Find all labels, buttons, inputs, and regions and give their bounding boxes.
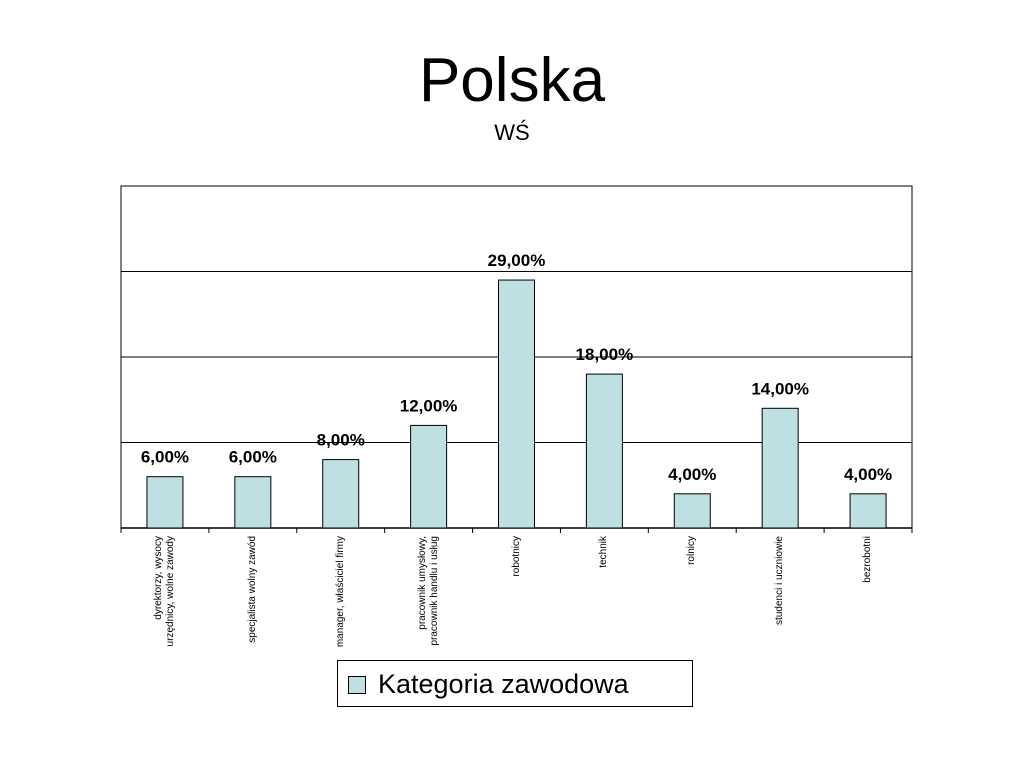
bar	[498, 279, 535, 529]
category-label: bezrobotni	[862, 536, 874, 686]
data-label: 6,00%	[141, 448, 189, 467]
bar	[761, 407, 799, 529]
category-label-line: urzędnicy, wolne zawody	[164, 536, 176, 647]
data-label: 6,00%	[229, 448, 277, 467]
bar	[146, 476, 184, 529]
chart-subtitle: WŚ	[494, 120, 530, 145]
bar	[234, 476, 272, 529]
bar	[673, 493, 711, 529]
data-label: 8,00%	[317, 431, 365, 450]
bar	[410, 424, 448, 529]
data-label: 14,00%	[751, 379, 809, 398]
data-label: 4,00%	[668, 465, 716, 484]
legend: Kategoria zawodowa	[337, 660, 693, 707]
data-label: 4,00%	[844, 465, 892, 484]
category-label: dyrektorzy, wysocy urzędnicy, wolne zawod…	[153, 536, 177, 686]
category-label-line: dyrektorzy, wysocy	[152, 536, 164, 620]
data-label: 29,00%	[488, 251, 546, 270]
bar	[849, 493, 887, 529]
legend-label: Kategoria zawodowa	[378, 669, 629, 699]
legend-swatch	[348, 676, 366, 694]
bar	[322, 459, 360, 529]
category-label-line: specjalista wolny zawód	[246, 536, 258, 643]
data-label: 12,00%	[400, 396, 458, 415]
data-label: 18,00%	[576, 345, 634, 364]
category-label: studenci i uczniowie	[774, 536, 786, 686]
category-label: specjalista wolny zawód	[247, 536, 259, 686]
bar	[585, 373, 623, 529]
chart-title: Polska	[418, 46, 606, 115]
category-label-line: bezrobotni	[862, 536, 874, 583]
category-label-line: studenci i uczniowie	[774, 536, 786, 625]
